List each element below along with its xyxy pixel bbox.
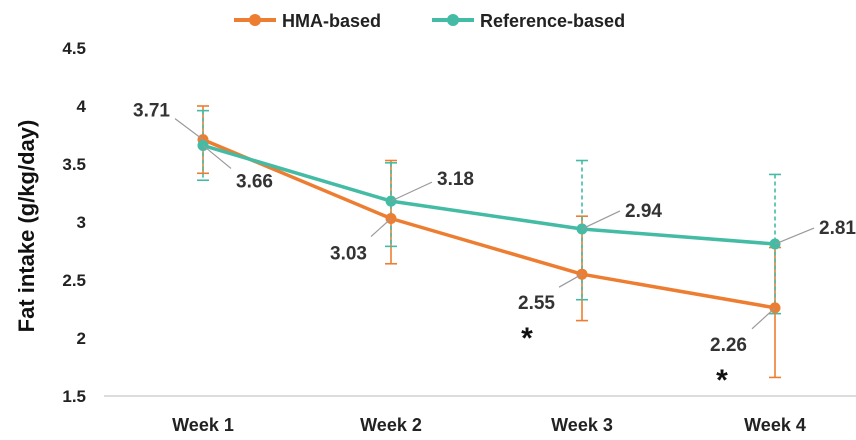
x-tick-label: Week 4	[744, 415, 806, 435]
data-label-reference: 2.94	[625, 201, 662, 222]
y-axis-label: Fat intake (g/kg/day)	[14, 120, 39, 333]
data-label-reference: 3.66	[236, 171, 273, 192]
legend: HMA-based Reference-based	[234, 11, 625, 31]
data-label-reference: 3.18	[437, 169, 474, 190]
legend-label-hma: HMA-based	[282, 11, 381, 31]
x-tick-label: Week 2	[360, 415, 422, 435]
data-label-hma: 2.26	[710, 335, 747, 356]
y-tick-label: 2.5	[62, 271, 86, 290]
data-label-leader	[558, 273, 583, 288]
significance-asterisk: *	[521, 322, 533, 355]
series-lines	[202, 137, 776, 310]
data-label-leader	[370, 218, 392, 237]
y-tick-label: 3	[77, 213, 86, 232]
series-line-hma	[202, 137, 776, 310]
y-tick-labels: 1.5 2 2.5 3 3.5 4 4.5	[62, 39, 86, 406]
y-tick-label: 4	[77, 97, 87, 116]
error-bars	[197, 105, 781, 379]
y-tick-label: 3.5	[62, 155, 86, 174]
y-tick-label: 4.5	[62, 39, 86, 58]
series-line-reference	[202, 143, 776, 246]
y-tick-label: 1.5	[62, 387, 86, 406]
data-points	[197, 134, 781, 314]
data-label-leader	[174, 118, 204, 141]
significance-asterisk: *	[716, 364, 728, 397]
data-label-leader	[390, 181, 433, 202]
annotations: **	[521, 322, 728, 397]
data-label-leader	[774, 227, 815, 245]
data-label-leader	[751, 307, 776, 330]
x-tick-label: Week 1	[172, 415, 234, 435]
data-labels: 3.71 3.03 2.55 2.26 3.66 3.18 2.94 2.81	[133, 101, 856, 356]
legend-marker-reference	[447, 14, 459, 26]
data-label-hma: 3.03	[330, 244, 367, 265]
data-label-reference: 2.81	[819, 218, 856, 239]
data-label-hma: 3.71	[133, 101, 170, 122]
legend-marker-hma	[249, 14, 261, 26]
data-label-leader	[581, 210, 621, 230]
legend-label-reference: Reference-based	[480, 11, 625, 31]
data-label-leader	[202, 144, 232, 169]
label-leader-lines	[174, 118, 815, 330]
x-tick-label: Week 3	[551, 415, 613, 435]
data-label-hma: 2.55	[518, 293, 555, 314]
x-tick-labels: Week 1 Week 2 Week 3 Week 4	[172, 415, 806, 435]
y-tick-label: 2	[77, 329, 86, 348]
